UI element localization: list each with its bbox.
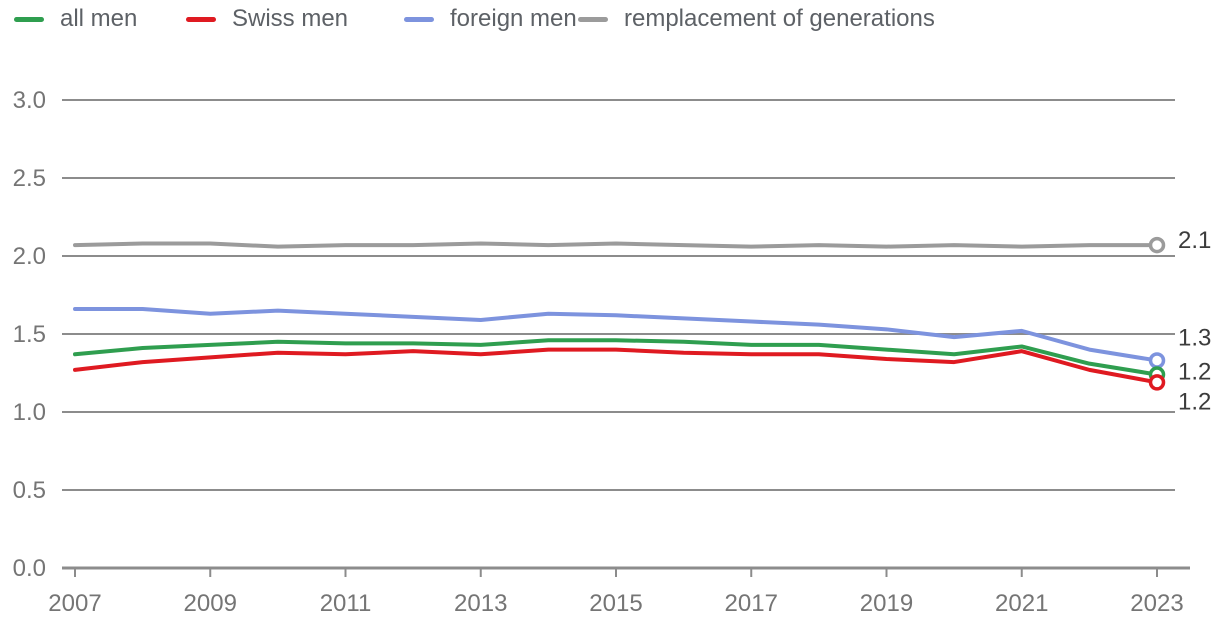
x-axis-tick-label: 2017 bbox=[725, 590, 778, 617]
series-end-marker bbox=[1148, 352, 1166, 369]
legend-label-foreign-men: foreign men bbox=[450, 5, 577, 32]
series-end-value-label: 1.3 bbox=[1178, 325, 1211, 352]
series-end-value-label: 2.1 bbox=[1178, 227, 1211, 254]
series-line-swiss-men bbox=[73, 347, 1159, 385]
chart-legend: all men Swiss men foreign men remplaceme… bbox=[0, 0, 1220, 36]
x-axis-tick-label: 2019 bbox=[860, 590, 913, 617]
x-axis-tick-label: 2011 bbox=[320, 590, 372, 617]
x-axis-tick-label: 2021 bbox=[995, 590, 1048, 617]
legend-item-all-men[interactable]: all men bbox=[14, 6, 137, 32]
all-men-line-swatch-icon bbox=[14, 16, 44, 22]
legend-label-all-men: all men bbox=[60, 5, 138, 32]
series-line-all-men bbox=[73, 338, 1159, 377]
y-axis-tick-label: 3.0 bbox=[13, 87, 46, 114]
y-axis-tick-label: 2.0 bbox=[13, 243, 46, 270]
legend-item-foreign-men[interactable]: foreign men bbox=[404, 6, 577, 32]
x-axis-tick-label: 2023 bbox=[1130, 590, 1183, 617]
y-axis-tick-label: 0.0 bbox=[13, 555, 46, 582]
x-axis-tick-label: 2007 bbox=[48, 590, 101, 617]
series-line-foreign-men bbox=[73, 307, 1159, 363]
swiss-men-line-swatch-icon bbox=[186, 16, 216, 22]
series-end-value-label: 1.2 bbox=[1178, 388, 1211, 415]
y-axis-tick-label: 0.5 bbox=[13, 477, 46, 504]
x-axis-tick-label: 2009 bbox=[184, 590, 237, 617]
series-end-value-label: 1.2 bbox=[1178, 359, 1211, 386]
y-axis-tick-label: 1.5 bbox=[13, 321, 46, 348]
x-axis-tick-label: 2015 bbox=[589, 590, 642, 617]
foreign-men-line-swatch-icon bbox=[404, 16, 434, 22]
x-axis-tick-label: 2013 bbox=[454, 590, 507, 617]
series-end-marker bbox=[1148, 374, 1166, 391]
legend-item-replacement[interactable]: remplacement of generations bbox=[578, 6, 935, 32]
y-axis-tick-label: 2.5 bbox=[13, 165, 46, 192]
series-line-remplacement-of-generations bbox=[73, 241, 1159, 249]
replacement-line-swatch-icon bbox=[578, 16, 608, 22]
legend-label-replacement: remplacement of generations bbox=[624, 5, 935, 32]
series-end-marker bbox=[1148, 236, 1166, 254]
legend-item-swiss-men[interactable]: Swiss men bbox=[186, 6, 348, 32]
y-axis-tick-label: 1.0 bbox=[13, 399, 46, 426]
legend-label-swiss-men: Swiss men bbox=[232, 5, 349, 32]
